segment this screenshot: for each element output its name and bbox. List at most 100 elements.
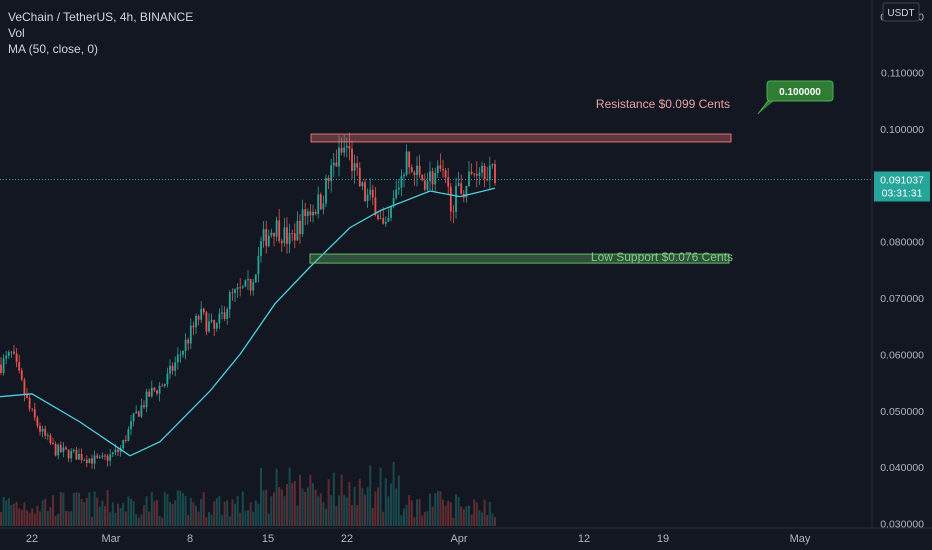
candle-body bbox=[156, 390, 158, 394]
time-tick-label: Mar bbox=[102, 533, 121, 545]
price-tick-label: 0.100000 bbox=[880, 124, 924, 136]
candle-body bbox=[265, 229, 268, 247]
volume-bar bbox=[358, 478, 361, 526]
volume-bar bbox=[254, 500, 257, 526]
volume-bar bbox=[33, 513, 36, 526]
candle-body bbox=[98, 457, 101, 458]
volume-bar bbox=[332, 472, 335, 526]
volume-bar bbox=[231, 499, 234, 526]
candle-body bbox=[465, 186, 468, 198]
volume-bar bbox=[46, 511, 49, 526]
candle-body bbox=[124, 439, 127, 441]
volume-bar bbox=[361, 488, 364, 526]
volume-bar bbox=[156, 499, 158, 526]
volume-bar bbox=[473, 499, 476, 526]
candle-body bbox=[377, 215, 379, 219]
candle-body bbox=[364, 182, 366, 202]
volume-bar bbox=[447, 500, 450, 526]
candle-body bbox=[340, 147, 343, 153]
candle-body bbox=[431, 171, 434, 185]
volume-bar bbox=[153, 501, 156, 526]
candles-layer bbox=[0, 132, 496, 470]
candle-body bbox=[2, 358, 5, 373]
volume-bar bbox=[288, 467, 291, 526]
price-callout[interactable]: 0.100000 bbox=[757, 80, 834, 115]
candle-body bbox=[382, 218, 385, 224]
volume-bar bbox=[223, 501, 226, 526]
volume-bar bbox=[410, 500, 413, 526]
volume-bar bbox=[208, 512, 210, 526]
price-tick-label: 0.050000 bbox=[880, 406, 924, 418]
candle-body bbox=[288, 233, 291, 244]
candle-body bbox=[262, 229, 265, 241]
candle-body bbox=[270, 232, 273, 236]
volume-bar bbox=[351, 505, 353, 526]
volume-bar bbox=[218, 496, 221, 526]
candle-body bbox=[132, 413, 135, 422]
volume-bar bbox=[41, 500, 44, 526]
volume-bar bbox=[241, 491, 244, 526]
volume-bar bbox=[418, 499, 421, 526]
time-tick-label: 19 bbox=[657, 533, 669, 545]
candle-body bbox=[455, 185, 457, 212]
candle-body bbox=[478, 172, 481, 176]
candle-body bbox=[96, 455, 99, 458]
volume-bar bbox=[166, 494, 169, 526]
candle-body bbox=[70, 451, 73, 459]
candle-body bbox=[452, 211, 455, 213]
candle-body bbox=[434, 173, 437, 185]
price-tick-label: 0.110000 bbox=[881, 68, 924, 80]
volume-bar bbox=[174, 500, 177, 526]
candle-body bbox=[449, 186, 452, 212]
candle-body bbox=[314, 212, 317, 214]
resistance-zone[interactable]: Resistance $0.099 Cents bbox=[310, 97, 732, 143]
candle-body bbox=[439, 165, 442, 169]
volume-bar bbox=[150, 492, 153, 526]
volume-bar bbox=[197, 511, 200, 526]
volume-bar bbox=[39, 511, 41, 526]
vol-indicator-label[interactable]: Vol bbox=[8, 26, 25, 40]
volume-bar bbox=[13, 503, 15, 526]
volume-bar bbox=[106, 490, 109, 526]
volume-bar bbox=[366, 487, 369, 526]
volume-bar bbox=[221, 515, 223, 526]
volume-bar bbox=[85, 498, 88, 526]
candle-body bbox=[130, 421, 132, 430]
price-tick-label: 0.060000 bbox=[880, 349, 924, 361]
volume-bar bbox=[296, 505, 299, 526]
candle-body bbox=[67, 449, 70, 459]
candle-body bbox=[36, 417, 39, 426]
candle-body bbox=[182, 350, 184, 355]
support-zone[interactable]: Low Support $0.076 Cents bbox=[309, 250, 733, 264]
volume-bar bbox=[327, 479, 330, 526]
candle-body bbox=[296, 220, 299, 241]
candle-body bbox=[330, 165, 333, 182]
candle-body bbox=[239, 287, 242, 289]
ma-indicator-label[interactable]: MA (50, close, 0) bbox=[8, 42, 99, 56]
volume-bar bbox=[31, 508, 34, 526]
candle-body bbox=[28, 398, 31, 409]
volume-bar bbox=[67, 511, 70, 526]
time-axis[interactable]: 22 Mar 8 15 22 Apr 12 19 May bbox=[0, 527, 932, 545]
volume-bar bbox=[135, 514, 138, 526]
volume-bar bbox=[247, 510, 249, 526]
candle-body bbox=[135, 411, 138, 414]
price-axis[interactable]: 0.1200000.1100000.1000000.0900000.080000… bbox=[871, 0, 930, 530]
volume-bar bbox=[442, 499, 444, 526]
volume-bar bbox=[257, 503, 260, 526]
volume-bar bbox=[20, 509, 23, 526]
candle-body bbox=[397, 187, 400, 190]
volume-bar bbox=[353, 487, 356, 526]
volume-bar bbox=[280, 489, 283, 526]
time-tick-label: May bbox=[790, 533, 811, 545]
volume-bar bbox=[228, 516, 231, 526]
volume-bar bbox=[364, 494, 366, 526]
candle-body bbox=[291, 233, 294, 234]
volume-bar bbox=[10, 504, 13, 526]
volume-bar bbox=[317, 496, 320, 526]
volume-bar bbox=[488, 501, 491, 526]
last-price-badge bbox=[874, 171, 930, 202]
volume-bar bbox=[306, 487, 309, 526]
candle-body bbox=[345, 145, 348, 148]
